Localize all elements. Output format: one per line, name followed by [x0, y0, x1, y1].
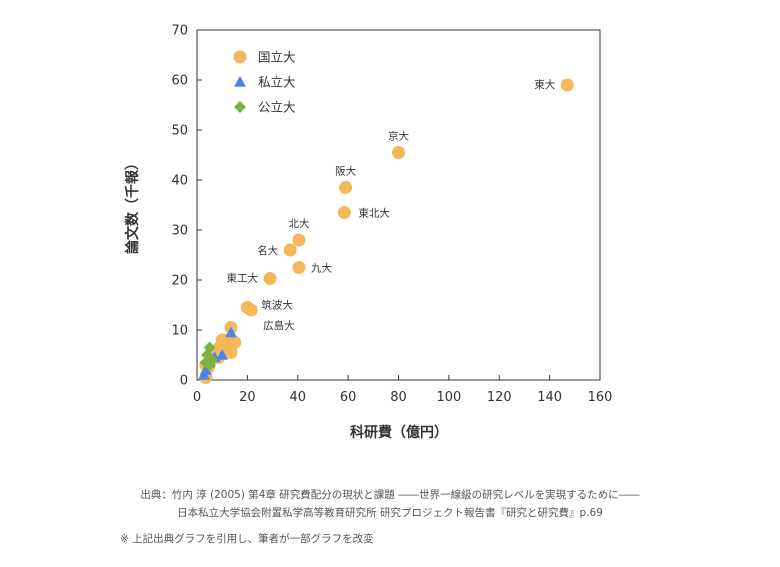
y-tick-label: 70: [171, 24, 188, 39]
y-tick-label: 50: [171, 124, 188, 139]
data-point: [292, 233, 306, 247]
point-label: 名大: [257, 244, 278, 257]
data-point: [560, 78, 574, 92]
x-tick-label: 0: [193, 390, 201, 405]
point-label: 東大: [534, 78, 555, 91]
point-label: 広島大: [263, 319, 295, 332]
y-tick-label: 10: [171, 324, 188, 339]
data-point: [244, 303, 258, 317]
y-tick-label: 40: [171, 174, 188, 189]
point-label: 阪大: [335, 165, 356, 178]
data-point: [263, 272, 277, 285]
y-tick-label: 20: [171, 274, 188, 289]
tick-labels: 0 20 40 60 80 100 120 140 160 0 10 20 30 40 50 60 70: [171, 24, 612, 406]
data-point: [203, 359, 216, 371]
x-tick-label: 140: [537, 390, 562, 405]
data-point: [392, 146, 405, 159]
data-point: [198, 369, 211, 380]
point-label: 東工大: [227, 272, 259, 285]
modification-note: ※ 上記出典グラフを引用し、筆者が一部グラフを改変: [120, 533, 374, 545]
y-tick-label: 60: [171, 74, 188, 89]
legend-label: 公立大: [258, 100, 296, 115]
point-label: 東北大: [358, 207, 390, 220]
x-axis-title: 科研費（億円）: [350, 424, 448, 441]
x-tick-label: 20: [239, 390, 256, 405]
data-points: [198, 78, 574, 384]
legend-marker: [234, 101, 246, 113]
point-label: 九大: [311, 262, 332, 275]
y-tick-label: 30: [171, 224, 188, 239]
source-citation-line-2: 日本私立大学協会附置私学高等教育研究所 研究プロジェクト報告書『研究と研究費』p…: [177, 507, 603, 519]
legend-label: 私立大: [258, 75, 296, 90]
x-tick-label: 100: [436, 390, 461, 405]
y-axis-title: 論文数（千報）: [124, 156, 141, 254]
x-tick-label: 120: [487, 390, 512, 405]
x-tick-label: 60: [340, 390, 357, 405]
y-tick-label: 0: [180, 374, 188, 389]
point-label: 筑波大: [261, 299, 293, 312]
scatter-chart: 0 20 40 60 80 100 120 140 160 0 10 20 30 40 50 60 70 東大京…: [124, 24, 612, 442]
x-tick-label: 160: [588, 390, 613, 405]
data-point: [283, 243, 297, 257]
data-point: [339, 181, 353, 194]
x-tick-label: 40: [289, 390, 306, 405]
legend-label: 国立大: [258, 50, 296, 65]
data-point: [337, 206, 351, 219]
point-label: 北大: [289, 217, 310, 230]
legend-marker: [234, 76, 246, 87]
data-point: [224, 346, 238, 359]
x-tick-label: 80: [390, 390, 407, 405]
data-point: [216, 349, 229, 360]
data-point: [225, 326, 238, 338]
data-point: [292, 261, 306, 274]
data-point: [228, 336, 242, 349]
source-citation-line-1: 出典：竹内 淳 (2005) 第4章 研究費配分の現状と課題 ――世界一線級の研…: [140, 489, 640, 501]
point-label: 京大: [388, 130, 409, 143]
legend-marker: [233, 50, 247, 64]
